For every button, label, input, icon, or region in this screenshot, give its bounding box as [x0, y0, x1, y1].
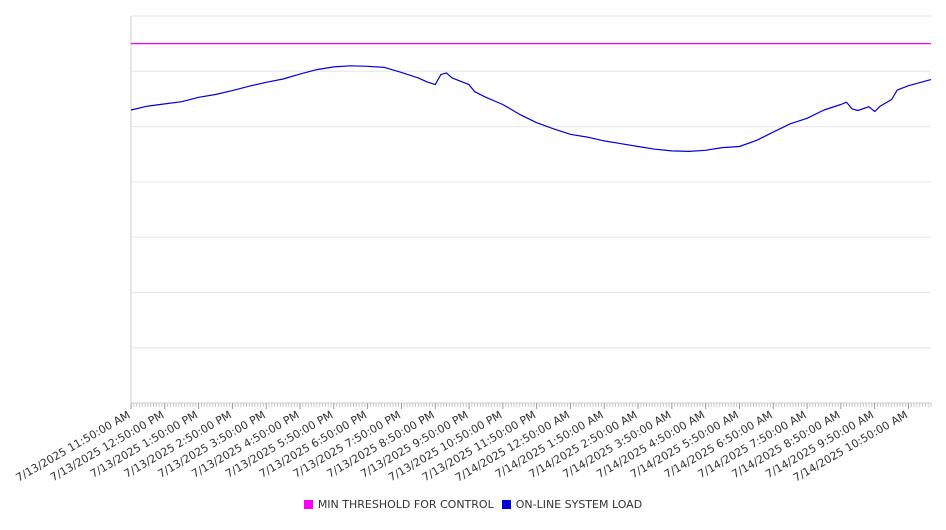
legend: MIN THRESHOLD FOR CONTROL ON-LINE SYSTEM … [0, 498, 946, 511]
axes [130, 16, 932, 409]
grid-lines [131, 15, 931, 349]
legend-item: ON-LINE SYSTEM LOAD [501, 498, 643, 511]
legend-label: MIN THRESHOLD FOR CONTROL [317, 498, 494, 511]
series-line-system-load [130, 65, 932, 152]
legend-swatch [303, 500, 313, 509]
x-axis-tick-labels: 7/13/2025 11:50:00 AM7/13/2025 12:50:00 … [14, 408, 910, 484]
legend-label: ON-LINE SYSTEM LOAD [515, 498, 643, 511]
legend-swatch [501, 500, 511, 509]
legend-item: MIN THRESHOLD FOR CONTROL [303, 498, 494, 511]
series-lines [130, 42, 932, 152]
